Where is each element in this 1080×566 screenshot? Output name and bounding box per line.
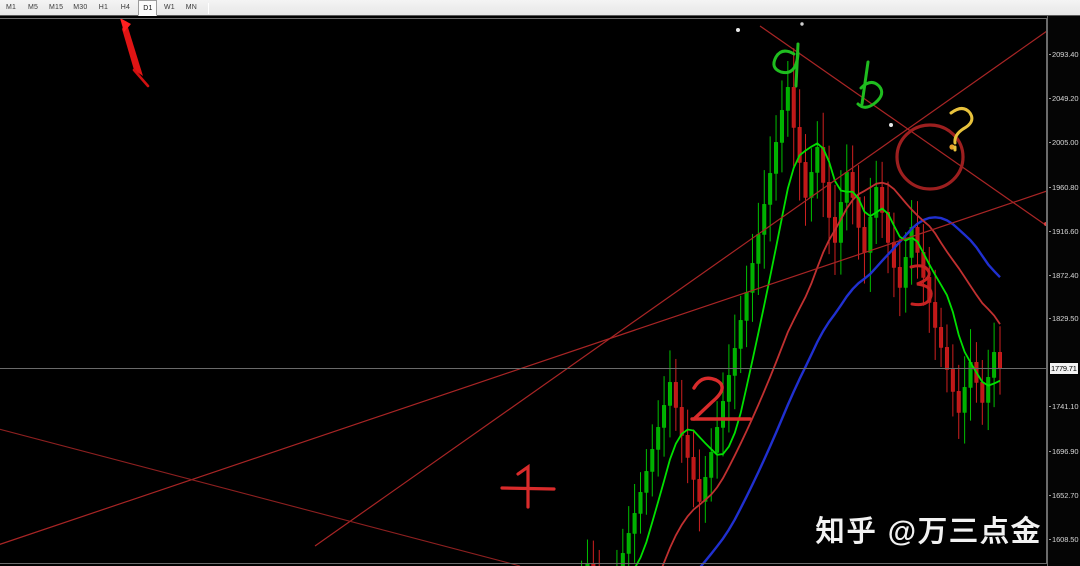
price-tick: 1829.50: [1048, 313, 1079, 323]
timeframe-tab-w1[interactable]: W1: [163, 4, 175, 11]
price-axis[interactable]: 2093.40 2049.20 2005.00 1960.80 1916.60 1872.…: [1047, 16, 1080, 566]
trendline-group[interactable]: [0, 25, 1047, 566]
timeframe-tab-m15[interactable]: M15: [49, 4, 64, 11]
point-marker-peak: [800, 22, 804, 26]
timeframe-tab-group: M1 M5 M15 M30 H1 H4 D1 W1 MN: [0, 0, 204, 16]
timeframe-tab-mn[interactable]: MN: [185, 4, 198, 11]
chart-plot[interactable]: [0, 16, 1047, 566]
point-marker-current: [949, 144, 955, 150]
price-tick: 1916.60: [1048, 226, 1079, 236]
ma-slow-line: [699, 216, 1001, 566]
ma-mid-line: [661, 181, 1001, 566]
price-tick: 1608.50: [1048, 534, 1079, 544]
current-price-line: [0, 367, 1047, 369]
price-tick: 1696.90: [1048, 446, 1079, 456]
price-tick: 1872.40: [1048, 271, 1079, 280]
price-tick: 1741.10: [1048, 402, 1079, 412]
price-tick: 2093.40: [1048, 50, 1079, 59]
trendline-ascending-lower[interactable]: [314, 30, 1047, 547]
point-marker-mid: [889, 123, 893, 127]
chart-canvas: [0, 18, 1047, 566]
timeframe-tab-m30[interactable]: M30: [73, 4, 88, 11]
point-marker-high: [736, 28, 740, 32]
trendline-left-descending[interactable]: [0, 428, 521, 566]
toolbar-divider: [208, 3, 210, 14]
ma-fast-line: [634, 142, 1001, 566]
chart-area[interactable]: 2093.40 2049.20 2005.00 1960.80 1916.60 1872.…: [0, 16, 1080, 566]
timeframe-tab-d1[interactable]: D1: [138, 0, 158, 16]
wave-label-3: [909, 264, 933, 307]
timeframe-tab-h4[interactable]: H4: [120, 4, 131, 11]
wave-label-b: [856, 60, 884, 109]
price-tick: 2005.00: [1048, 138, 1079, 148]
wave-label-question: [949, 107, 974, 152]
wave-label-a: [772, 42, 800, 88]
price-tick: 2049.20: [1048, 94, 1079, 104]
red-arrow: [120, 18, 150, 88]
red-ellipse-highlight[interactable]: [895, 123, 965, 191]
price-tick: 1652.70: [1048, 490, 1079, 500]
timeframe-tab-m5[interactable]: M5: [27, 4, 39, 11]
trendline-descending[interactable]: [759, 25, 1047, 227]
timeframe-toolbar: M1 M5 M15 M30 H1 H4 D1 W1 MN: [0, 0, 1080, 16]
price-tick: 1960.80: [1048, 182, 1079, 192]
current-price-label: 1779.71: [1049, 361, 1079, 375]
timeframe-tab-m1[interactable]: M1: [5, 4, 17, 11]
wave-label-1: [500, 463, 556, 509]
wave-label-2: [690, 376, 752, 421]
timeframe-tab-h1[interactable]: H1: [98, 4, 109, 11]
watermark: 知乎 @万三点金: [815, 516, 1042, 548]
